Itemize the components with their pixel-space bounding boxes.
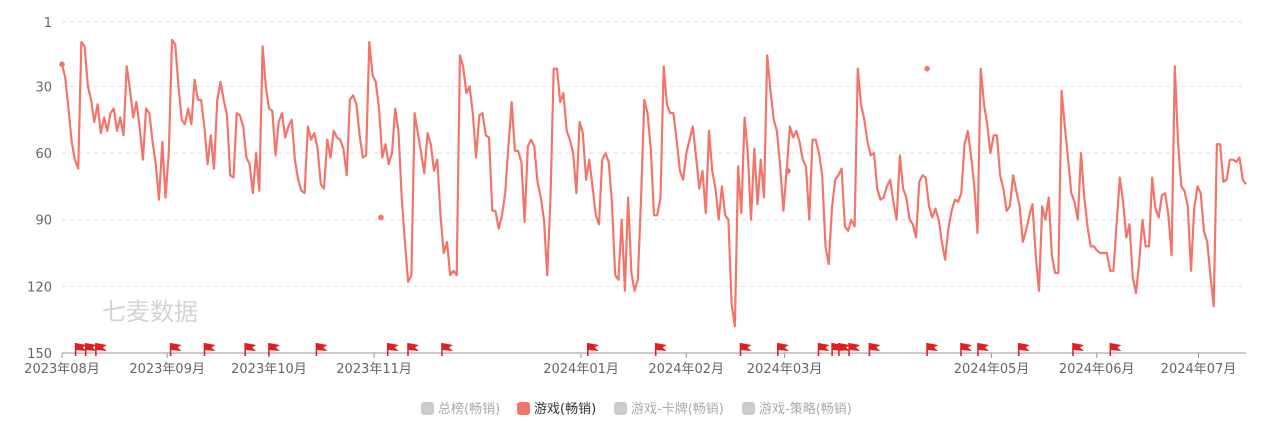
series-point[interactable] <box>59 61 65 68</box>
event-flag-icon[interactable] <box>244 343 257 356</box>
series-point[interactable] <box>924 65 930 72</box>
legend-item[interactable]: 游戏-卡牌(畅销) <box>614 401 724 417</box>
watermark: 七麦数据 <box>102 298 198 326</box>
event-flag-icon[interactable] <box>586 343 599 356</box>
legend-label: 总榜(畅销) <box>438 401 500 417</box>
event-flag-icon[interactable] <box>848 343 861 356</box>
legend-swatch <box>421 402 434 415</box>
legend-swatch <box>517 402 530 415</box>
series-line[interactable] <box>60 38 1247 328</box>
y-tick-label: 150 <box>27 347 52 362</box>
event-flag-icon[interactable] <box>960 343 972 356</box>
event-flags[interactable] <box>74 343 1122 356</box>
event-flag-icon[interactable] <box>868 343 881 356</box>
x-tick-label: 2024年05月 <box>954 362 1030 377</box>
y-tick-label: 90 <box>35 214 52 229</box>
y-tick-label: 30 <box>35 80 52 95</box>
legend-label: 游戏-卡牌(畅销) <box>631 401 724 417</box>
x-tick-label: 2024年01月 <box>543 362 619 377</box>
event-flag-icon[interactable] <box>386 343 399 356</box>
event-flag-icon[interactable] <box>654 343 667 356</box>
legend-swatch <box>614 402 627 415</box>
event-flag-icon[interactable] <box>817 343 830 356</box>
event-flag-icon[interactable] <box>977 343 989 356</box>
x-tick-label: 2023年09月 <box>129 362 205 377</box>
event-flag-icon[interactable] <box>268 343 280 356</box>
legend-item[interactable]: 游戏-策略(畅销) <box>742 401 852 417</box>
event-flag-icon[interactable] <box>739 343 752 356</box>
event-flag-icon[interactable] <box>776 343 789 356</box>
legend-swatch <box>742 402 755 415</box>
event-flag-icon[interactable] <box>926 343 939 356</box>
event-flag-icon[interactable] <box>95 343 107 356</box>
grid-layer: 1 30 60 90 120 150 <box>27 16 1246 362</box>
event-flag-icon[interactable] <box>441 343 453 356</box>
event-flag-icon[interactable] <box>84 343 97 356</box>
legend-label: 游戏-策略(畅销) <box>759 401 852 417</box>
x-tick-label: 2024年02月 <box>648 362 724 377</box>
y-tick-label: 120 <box>27 280 52 295</box>
legend[interactable]: 总榜(畅销) 游戏(畅销) 游戏-卡牌(畅销) 游戏-策略(畅销) <box>421 401 852 417</box>
event-flag-icon[interactable] <box>169 343 182 356</box>
legend-item[interactable]: 游戏(畅销) <box>517 402 596 417</box>
event-flag-icon[interactable] <box>315 343 328 356</box>
x-tick-label: 2023年08月 <box>24 362 100 377</box>
event-flag-icon[interactable] <box>1072 343 1084 356</box>
x-tick-label: 2024年07月 <box>1161 362 1237 377</box>
event-flag-icon[interactable] <box>407 343 419 356</box>
event-flag-icon[interactable] <box>838 343 850 356</box>
legend-item[interactable]: 总榜(畅销) <box>421 401 500 417</box>
x-tick-label: 2024年06月 <box>1059 362 1135 377</box>
event-flag-icon[interactable] <box>1109 343 1122 356</box>
event-flag-icon[interactable] <box>203 343 216 356</box>
x-axis: 2023年08月 2023年09月 2023年10月 2023年11月 2024年01月… <box>24 352 1246 377</box>
y-tick-label: 1 <box>44 16 52 31</box>
event-flag-icon[interactable] <box>1017 343 1030 356</box>
legend-label: 游戏(畅销) <box>534 402 596 417</box>
event-flag-icon[interactable] <box>74 343 87 356</box>
x-tick-label: 2023年10月 <box>231 362 307 377</box>
series-point[interactable] <box>378 214 384 221</box>
y-tick-label: 60 <box>35 147 52 162</box>
x-tick-label: 2024年03月 <box>747 362 823 377</box>
series-point[interactable] <box>785 168 791 174</box>
series-layer <box>59 38 1247 328</box>
x-tick-label: 2023年11月 <box>336 362 412 377</box>
